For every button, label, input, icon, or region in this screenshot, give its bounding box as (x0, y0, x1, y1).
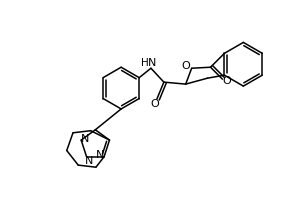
Text: N: N (81, 134, 90, 144)
Text: O: O (151, 99, 159, 109)
Text: N: N (85, 156, 94, 166)
Text: H: H (141, 58, 149, 68)
Text: N: N (148, 58, 156, 68)
Text: O: O (222, 76, 231, 86)
Text: N: N (95, 150, 104, 160)
Text: O: O (181, 61, 190, 71)
